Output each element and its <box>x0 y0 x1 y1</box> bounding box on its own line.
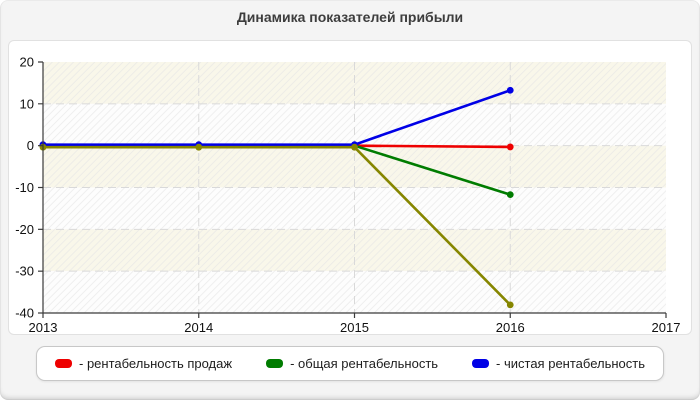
legend-swatch <box>55 359 73 368</box>
legend-item: - общая рентабельность <box>266 356 438 371</box>
chart-title: Динамика показателей прибыли <box>236 9 464 25</box>
legend-item: - чистая рентабельность <box>472 356 645 371</box>
chart-panel: 20 10 0 -10 -20 -30 -40 2013 2014 2015 2016 2017 <box>8 40 692 335</box>
legend-label: - общая рентабельность <box>290 356 439 371</box>
legend-box: - рентабельность продаж - общая рентабель… <box>36 346 664 381</box>
svg-text:2013: 2013 <box>29 320 58 334</box>
legend-swatch <box>266 359 284 368</box>
svg-text:2014: 2014 <box>184 320 213 334</box>
legend-label: - рентабельность продаж <box>79 356 233 371</box>
svg-text:20: 20 <box>20 55 34 70</box>
svg-text:-10: -10 <box>15 180 34 195</box>
svg-text:2017: 2017 <box>652 320 681 334</box>
svg-text:10: 10 <box>20 96 34 111</box>
legend-label: - чистая рентабельность <box>496 356 645 371</box>
legend-swatch <box>472 359 490 368</box>
svg-text:2015: 2015 <box>340 320 369 334</box>
legend-item: - рентабельность продаж <box>55 356 232 371</box>
svg-text:0: 0 <box>27 138 34 153</box>
svg-text:-30: -30 <box>15 264 34 279</box>
svg-text:-40: -40 <box>15 306 34 321</box>
svg-text:-20: -20 <box>15 222 34 237</box>
svg-text:2016: 2016 <box>496 320 525 334</box>
